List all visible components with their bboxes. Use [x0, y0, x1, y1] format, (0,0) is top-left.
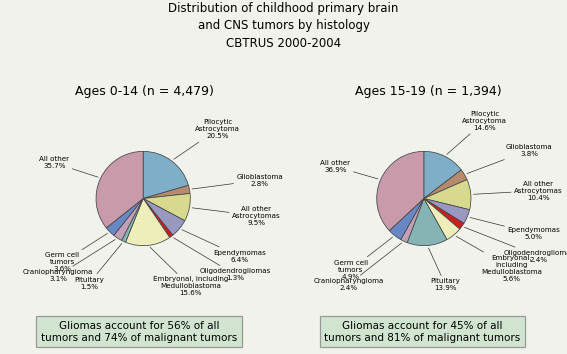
- Wedge shape: [125, 199, 170, 246]
- Text: Glioblastoma
3.8%: Glioblastoma 3.8%: [467, 144, 552, 173]
- Text: Pilocytic
Astrocytoma
14.6%: Pilocytic Astrocytoma 14.6%: [447, 111, 507, 154]
- Text: Ages 0-14 (n = 4,479): Ages 0-14 (n = 4,479): [75, 85, 214, 98]
- Wedge shape: [114, 199, 143, 240]
- Wedge shape: [143, 152, 188, 199]
- Wedge shape: [401, 199, 424, 242]
- Wedge shape: [424, 199, 469, 223]
- Wedge shape: [143, 194, 191, 221]
- Text: Ependymomas
5.0%: Ependymomas 5.0%: [470, 217, 560, 240]
- Wedge shape: [106, 199, 143, 235]
- Text: All other
36.9%: All other 36.9%: [320, 160, 378, 179]
- Text: Germ cell
tumors
3.6%: Germ cell tumors 3.6%: [45, 233, 108, 272]
- Text: Glioblastoma
2.8%: Glioblastoma 2.8%: [192, 173, 283, 189]
- Text: Oligodendrogliomas
2.4%: Oligodendrogliomas 2.4%: [464, 227, 567, 263]
- Text: Oligodendrogliomas
1.3%: Oligodendrogliomas 1.3%: [174, 238, 271, 281]
- Wedge shape: [143, 199, 185, 235]
- Text: Gliomas account for 56% of all
tumors and 74% of malignant tumors: Gliomas account for 56% of all tumors an…: [41, 321, 237, 343]
- Wedge shape: [424, 152, 462, 199]
- Wedge shape: [390, 199, 424, 240]
- Text: Gliomas account for 45% of all
tumors and 81% of malignant tumors: Gliomas account for 45% of all tumors an…: [324, 321, 521, 343]
- Text: Craniopharyngioma
3.1%: Craniopharyngioma 3.1%: [23, 240, 115, 282]
- Wedge shape: [407, 199, 447, 246]
- Text: All other
Astrocytomas
9.5%: All other Astrocytomas 9.5%: [192, 206, 281, 226]
- Text: Craniopharyngioma
2.4%: Craniopharyngioma 2.4%: [313, 243, 401, 291]
- Text: Ependymomas
6.4%: Ependymomas 6.4%: [182, 230, 265, 263]
- Text: Embryonal, including
Medulloblastoma
15.6%: Embryonal, including Medulloblastoma 15.…: [150, 247, 228, 296]
- Wedge shape: [424, 179, 471, 210]
- Wedge shape: [143, 199, 173, 238]
- Wedge shape: [96, 152, 143, 228]
- Wedge shape: [376, 152, 424, 231]
- Text: Pituitary
1.5%: Pituitary 1.5%: [74, 244, 122, 290]
- Wedge shape: [121, 199, 143, 242]
- Wedge shape: [424, 199, 464, 229]
- Wedge shape: [143, 185, 190, 199]
- Wedge shape: [424, 199, 460, 240]
- Text: Germ cell
tumors
4.9%: Germ cell tumors 4.9%: [334, 237, 392, 280]
- Text: Ages 15-19 (n = 1,394): Ages 15-19 (n = 1,394): [355, 85, 501, 98]
- Text: Pituitary
13.9%: Pituitary 13.9%: [429, 248, 460, 291]
- Text: Pilocytic
Astrocytoma
20.5%: Pilocytic Astrocytoma 20.5%: [174, 119, 240, 159]
- Text: All other
35.7%: All other 35.7%: [39, 156, 98, 177]
- Wedge shape: [424, 170, 467, 199]
- Text: All other
Astrocytomas
10.4%: All other Astrocytomas 10.4%: [473, 181, 562, 201]
- Text: Distribution of childhood primary brain
and CNS tumors by histology
CBTRUS 2000-: Distribution of childhood primary brain …: [168, 2, 399, 50]
- Text: Embryonal,
including
Medulloblastoma
5.6%: Embryonal, including Medulloblastoma 5.6…: [456, 236, 542, 282]
